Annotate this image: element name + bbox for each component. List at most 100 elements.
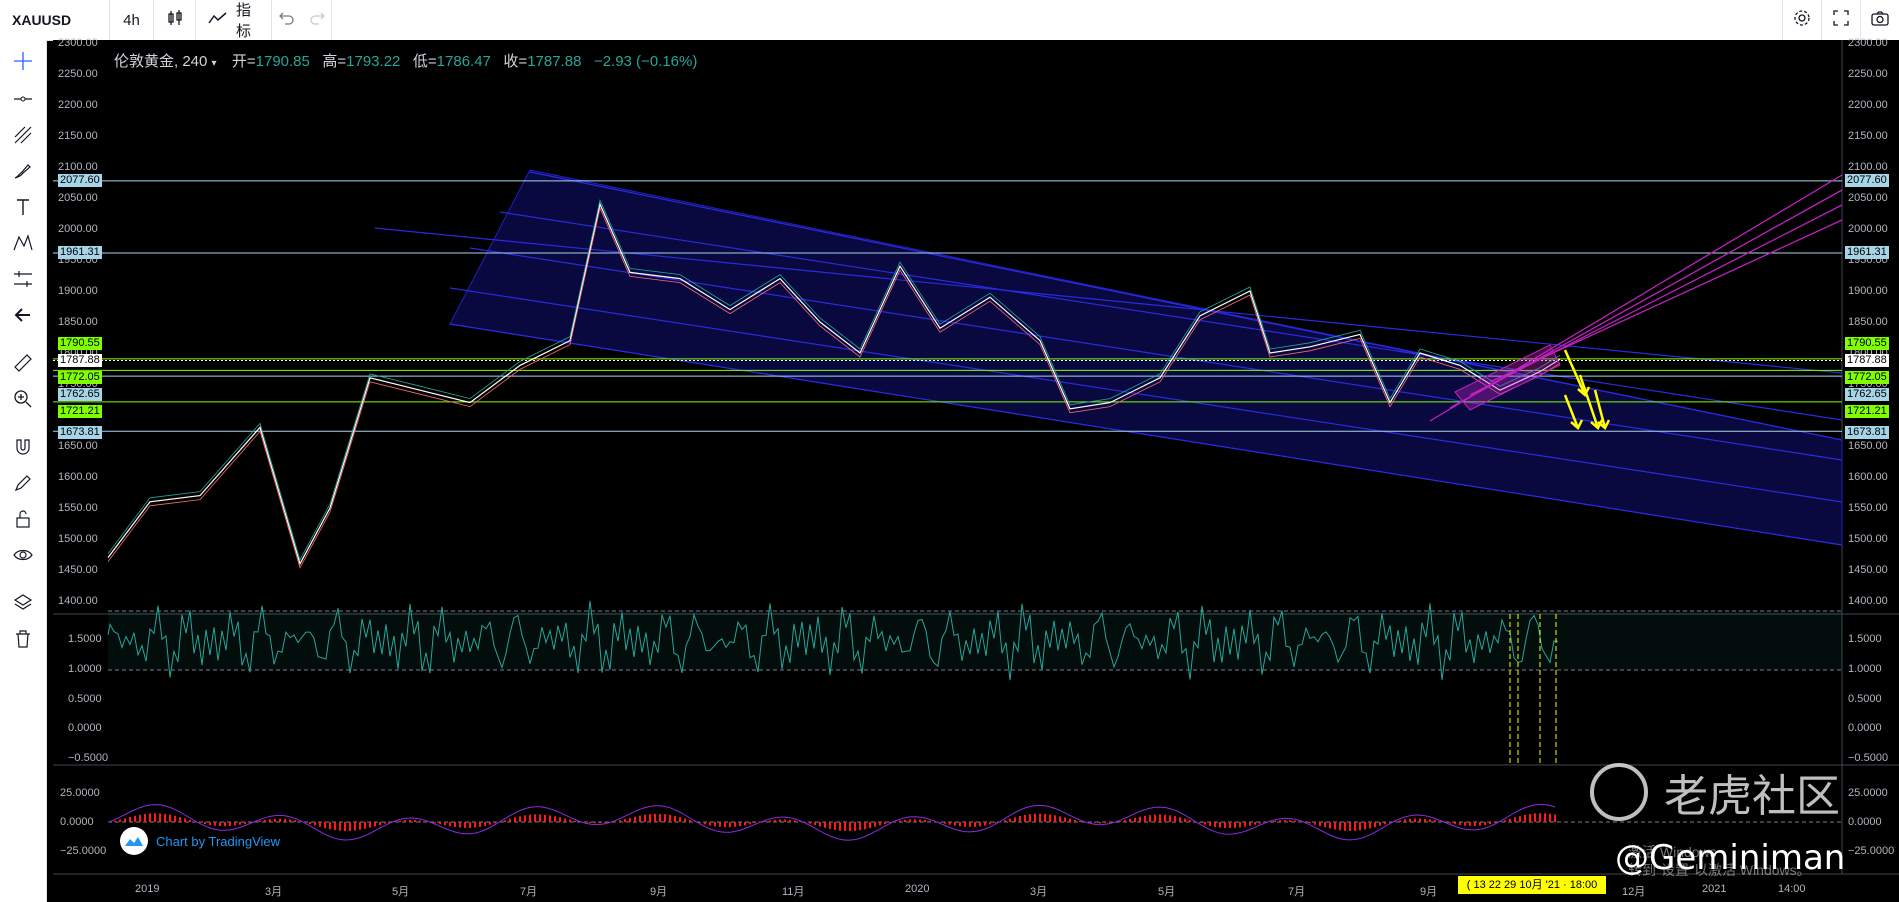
chart-area[interactable] — [53, 40, 1899, 902]
snapshot-button[interactable] — [1860, 0, 1899, 40]
interval-button[interactable]: 4h — [110, 0, 154, 40]
price-axis-label: 1900.00 — [1848, 285, 1888, 297]
price-axis-label: 1850.00 — [58, 316, 98, 328]
fullscreen-icon — [1833, 10, 1849, 30]
low-value: 1786.47 — [436, 53, 491, 70]
undo-button[interactable] — [272, 0, 302, 40]
channel-line — [529, 171, 1843, 441]
osc-axis-label: 1.0000 — [68, 663, 102, 675]
price-axis-label: 1450.00 — [58, 564, 98, 576]
macd-axis-label: −25.0000 — [1848, 845, 1895, 857]
macd-axis-label: 25.0000 — [1848, 787, 1888, 799]
time-axis-label: 7月 — [520, 886, 538, 898]
ruler-icon[interactable] — [8, 348, 38, 378]
fullscreen-button[interactable] — [1821, 0, 1860, 40]
lock-pen-icon[interactable] — [8, 468, 38, 498]
time-axis-label: 9月 — [1420, 886, 1438, 898]
price-axis-label: 1400.00 — [1848, 595, 1888, 607]
crosshair-time-label: ( 13 22 29 10月 '21 · 18:00 — [1458, 876, 1606, 894]
osc-axis-label: 1.0000 — [1848, 663, 1882, 675]
price-axis-label: 1600.00 — [58, 471, 98, 483]
trash-icon[interactable] — [8, 624, 38, 654]
back-arrow-icon[interactable] — [8, 300, 38, 330]
pitchfork-icon[interactable] — [8, 120, 38, 150]
pattern-icon[interactable] — [8, 228, 38, 258]
windows-activation-notice: 激活 Windows 转到"设置"以激活 Windows。 — [1628, 843, 1811, 879]
text-icon[interactable] — [8, 192, 38, 222]
price-tag: 1762.65 — [1845, 388, 1889, 401]
magnet-icon[interactable] — [8, 432, 38, 462]
price-axis-label: 2150.00 — [1848, 130, 1888, 142]
time-axis-label: 2019 — [135, 883, 160, 895]
settings-button[interactable] — [1782, 0, 1821, 40]
price-axis-label: 2150.00 — [58, 130, 98, 142]
legend-dropdown-icon[interactable]: ▾ — [211, 58, 220, 69]
time-axis-label: 3月 — [1030, 886, 1048, 898]
price-axis-label: 2250.00 — [1848, 68, 1888, 80]
chart-style-button[interactable] — [154, 0, 196, 40]
indicators-button[interactable]: 指标 — [196, 0, 272, 40]
price-axis-label: 1400.00 — [58, 595, 98, 607]
pitchfork-box — [1454, 344, 1561, 411]
price-tag: 1790.55 — [58, 337, 102, 350]
price-axis-label: 2250.00 — [58, 68, 98, 80]
high-label: 高= — [322, 53, 347, 70]
redo-icon — [309, 11, 325, 29]
price-tag: 1961.31 — [58, 246, 102, 259]
price-axis-label: 1500.00 — [1848, 533, 1888, 545]
legend-title[interactable]: 伦敦黄金, 240 — [114, 53, 208, 70]
macd-axis-label: 0.0000 — [60, 816, 94, 828]
prediction-icon[interactable] — [8, 264, 38, 294]
osc-axis-label: 1.5000 — [1848, 633, 1882, 645]
legend: 伦敦黄金, 240 ▾ 开=1790.85 高=1793.22 低=1786.4… — [114, 50, 697, 71]
undo-icon — [279, 11, 295, 29]
price-series-ma — [107, 206, 1561, 569]
price-tag: 2077.60 — [1845, 174, 1889, 187]
price-axis-label: 1650.00 — [58, 440, 98, 452]
price-tag: 1790.55 — [1845, 337, 1889, 350]
lock-icon[interactable] — [8, 504, 38, 534]
price-tag: 1772.05 — [1845, 371, 1889, 384]
interval-label: 4h — [123, 11, 140, 29]
redo-button[interactable] — [302, 0, 332, 40]
price-series — [107, 202, 1561, 566]
author-watermark: @Geminiman — [1615, 838, 1846, 878]
time-axis-label: 11月 — [782, 886, 805, 898]
osc-axis-label: 0.0000 — [68, 722, 102, 734]
osc-axis-label: 0.5000 — [68, 693, 102, 705]
time-axis-label: 12月 — [1622, 886, 1646, 898]
price-axis-label: 1450.00 — [1848, 564, 1888, 576]
layers-icon[interactable] — [8, 588, 38, 618]
open-value: 1790.85 — [255, 53, 310, 70]
indicators-label: 指标 — [236, 2, 252, 40]
crosshair-icon[interactable] — [8, 46, 38, 76]
settings-icon — [1793, 9, 1811, 31]
eye-icon[interactable] — [8, 540, 38, 570]
price-axis-label: 2200.00 — [58, 99, 98, 111]
price-axis-label: 2050.00 — [1848, 192, 1888, 204]
brush-icon[interactable] — [8, 156, 38, 186]
trend-line-icon[interactable] — [8, 84, 38, 114]
price-axis-label: 1650.00 — [1848, 440, 1888, 452]
low-label: 低= — [412, 53, 437, 70]
channel-line — [449, 287, 1843, 503]
tradingview-badge[interactable]: Chart by TradingView — [120, 827, 280, 855]
price-tag: 1721.21 — [1845, 405, 1889, 418]
forecast-arrow — [1563, 394, 1584, 430]
price-axis-label: 2200.00 — [1848, 99, 1888, 111]
forecast-arrow — [1593, 389, 1611, 430]
price-axis-label: 2100.00 — [1848, 161, 1888, 173]
watermark-text: 老虎社区 — [1664, 771, 1840, 822]
macd-line — [107, 803, 1556, 841]
price-axis-label: 2100.00 — [58, 161, 98, 173]
time-axis-label: 14:00 — [1778, 883, 1806, 895]
toolbar-right — [1782, 0, 1899, 40]
zoom-in-icon[interactable] — [8, 384, 38, 414]
forecast-arrow — [1563, 349, 1591, 397]
channel-line — [499, 211, 1843, 421]
candles-icon — [166, 9, 184, 31]
tradingview-logo-icon — [120, 827, 148, 855]
symbol-search[interactable]: XAUUSD — [0, 0, 110, 40]
osc-axis-label: 1.5000 — [68, 633, 102, 645]
